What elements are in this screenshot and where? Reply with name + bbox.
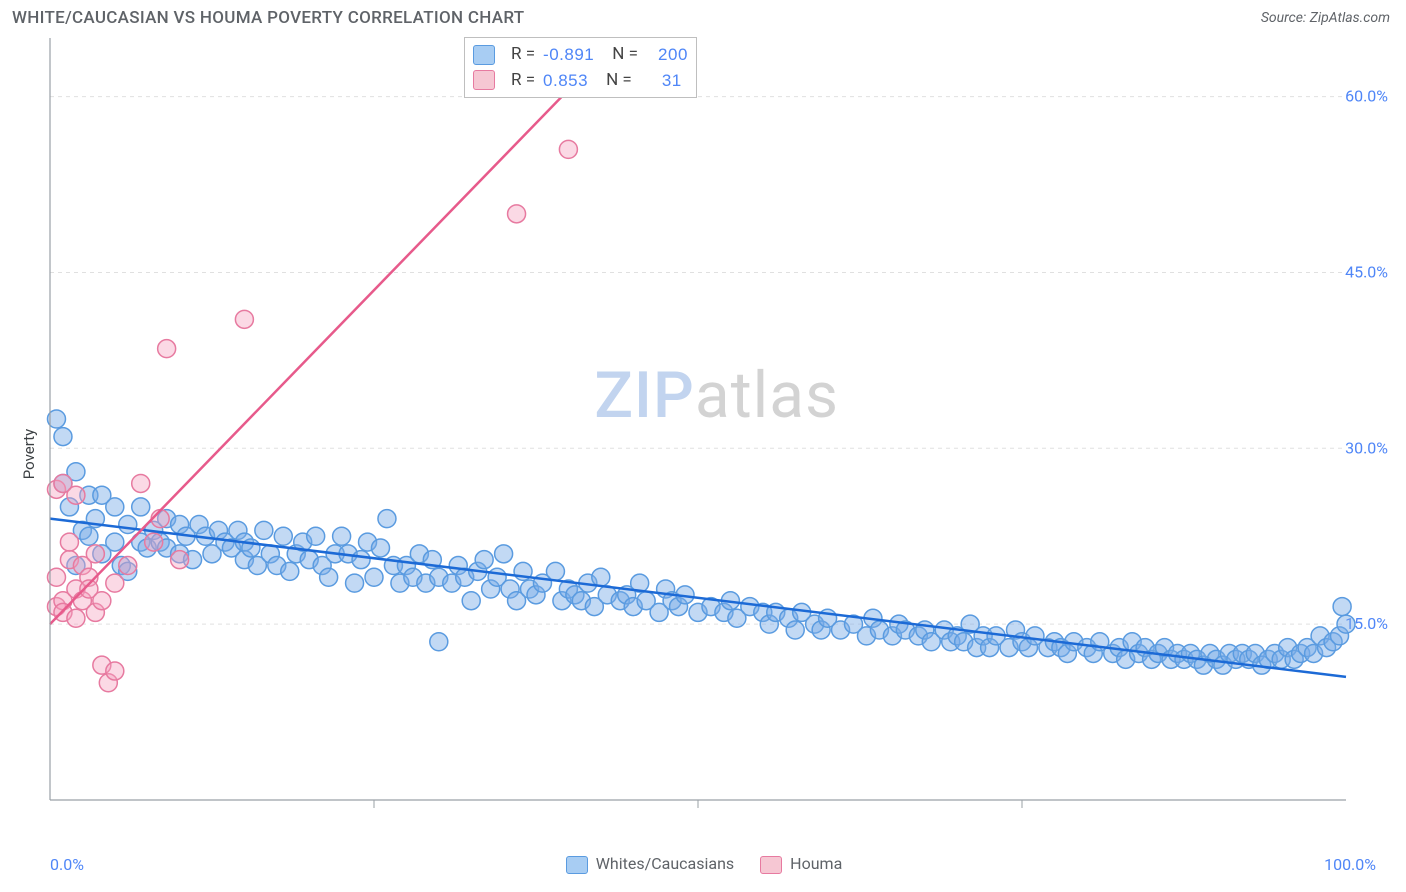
whites-point <box>255 521 273 539</box>
houma-point <box>119 557 137 575</box>
houma-swatch-icon <box>473 70 495 90</box>
whites-point <box>119 516 137 534</box>
houma-point <box>171 551 189 569</box>
whites-point <box>80 527 98 545</box>
y-tick-label: 60.0% <box>1345 87 1388 106</box>
stats-row-houma: R = 0.853N = 31 <box>473 68 688 94</box>
houma-swatch-icon <box>760 856 782 874</box>
whites-point <box>365 568 383 586</box>
whites-point <box>132 498 150 516</box>
houma-point <box>67 609 85 627</box>
legend-item-whites: Whites/Caucasians <box>566 854 734 874</box>
whites-swatch-icon <box>566 856 588 874</box>
x-axis-min-label: 0.0% <box>50 855 84 874</box>
whites-point <box>307 527 325 545</box>
whites-point <box>430 633 448 651</box>
bottom-legend: Whites/Caucasians Houma <box>566 854 843 874</box>
houma-point <box>158 340 176 358</box>
houma-trendline <box>50 50 607 624</box>
houma-point <box>60 533 78 551</box>
chart-source: Source: ZipAtlas.com <box>1261 10 1390 26</box>
whites-point <box>371 539 389 557</box>
houma-point <box>235 310 253 328</box>
whites-point <box>54 428 72 446</box>
whites-point <box>106 498 124 516</box>
y-tick-label: 45.0% <box>1345 262 1388 281</box>
whites-point <box>462 592 480 610</box>
whites-point <box>320 568 338 586</box>
whites-point <box>281 562 299 580</box>
houma-point <box>106 574 124 592</box>
scatter-chart: 15.0%30.0%45.0%60.0% <box>10 34 1396 834</box>
whites-swatch-icon <box>473 45 495 65</box>
houma-point <box>67 486 85 504</box>
whites-point <box>1333 598 1351 616</box>
houma-point <box>559 140 577 158</box>
stats-row-whites: R = -0.891N = 200 <box>473 42 688 68</box>
whites-point <box>378 510 396 528</box>
houma-point <box>106 662 124 680</box>
houma-point <box>145 533 163 551</box>
whites-point <box>495 545 513 563</box>
x-axis-max-label: 100.0% <box>1324 855 1376 874</box>
houma-point <box>508 205 526 223</box>
whites-point <box>333 527 351 545</box>
whites-trendline <box>50 519 1346 677</box>
houma-point <box>132 474 150 492</box>
whites-point <box>546 562 564 580</box>
whites-point <box>1337 615 1355 633</box>
whites-point <box>106 533 124 551</box>
whites-point <box>475 551 493 569</box>
stats-legend-box: R = -0.891N = 200R = 0.853N = 31 <box>464 37 697 98</box>
whites-point <box>592 568 610 586</box>
whites-point <box>352 551 370 569</box>
y-axis-label: Poverty <box>20 429 38 479</box>
whites-point <box>786 621 804 639</box>
houma-point <box>93 592 111 610</box>
chart-title: WHITE/CAUCASIAN VS HOUMA POVERTY CORRELA… <box>12 8 524 28</box>
whites-point <box>274 527 292 545</box>
houma-point <box>86 545 104 563</box>
whites-point <box>346 574 364 592</box>
chart-area: Poverty 15.0%30.0%45.0%60.0% ZIPatlas R … <box>10 34 1396 874</box>
legend-item-houma: Houma <box>760 854 842 874</box>
y-tick-label: 30.0% <box>1345 438 1388 457</box>
